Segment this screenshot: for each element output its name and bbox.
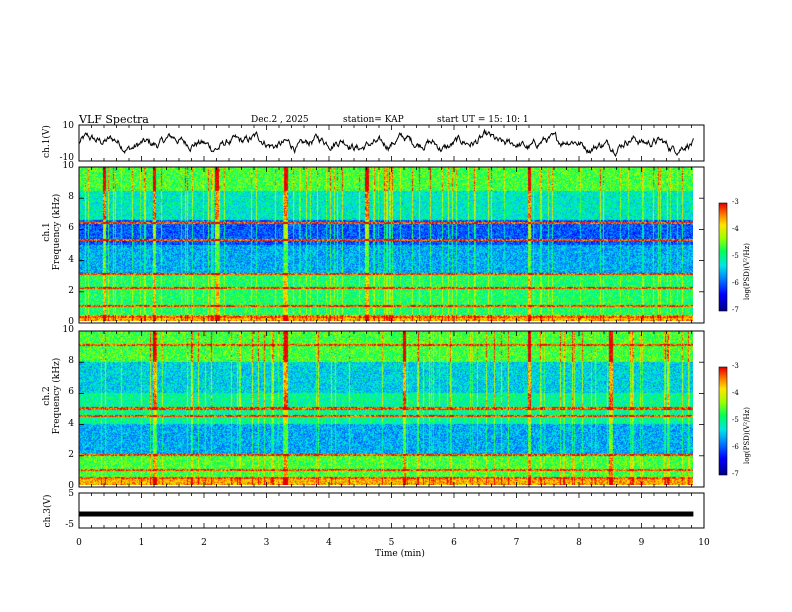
start-time-label: start UT = 15: 10: 1 <box>437 115 529 125</box>
chart-title: VLF Spectra <box>79 113 149 126</box>
s1-ytick-4: 4 <box>68 254 74 265</box>
colorbar-1-tick--3: -3 <box>732 198 739 206</box>
s2-ytick-0: 0 <box>68 481 74 491</box>
colorbar-2-tick--5: -5 <box>732 416 739 424</box>
colorbar-1-tick--6: -6 <box>732 279 739 287</box>
ch1-ytick-10: 10 <box>62 121 74 131</box>
s1-ytick-6: 6 <box>68 223 74 234</box>
s2-ytick-8: 8 <box>68 356 74 367</box>
ch3-ytick-5: 5 <box>68 489 74 499</box>
ch1-freq-ylabel: ch.1 Frequency (kHz) <box>42 192 62 272</box>
ch2-spectrogram <box>79 331 693 485</box>
colorbar-ch1 <box>719 203 727 311</box>
ch1-spectrogram <box>79 167 693 321</box>
x-axis-label: Time (min) <box>375 549 425 559</box>
x-tick-label-0: 0 <box>76 538 82 548</box>
colorbar-1-tick--4: -4 <box>732 225 739 233</box>
colorbar-1-tick--5: -5 <box>732 252 739 260</box>
colorbar-ch2-label: log(PSD)(V²/Hz) <box>743 407 751 464</box>
ch2-freq-ylabel: ch.2 Frequency (kHz) <box>42 356 62 436</box>
ch3-ytick--5: -5 <box>65 520 74 530</box>
s1-ytick-0: 0 <box>68 317 74 327</box>
x-tick-label-4: 4 <box>326 538 332 548</box>
x-tick-label-3: 3 <box>263 538 270 548</box>
date-label: Dec.2 , 2025 <box>251 115 309 125</box>
ch1-waveform-line <box>78 128 694 158</box>
ch2-freq-ylabel-line1: ch.2 <box>42 386 52 406</box>
s2-ytick-4: 4 <box>68 418 74 429</box>
colorbar-frame-2 <box>718 366 728 476</box>
s2-ytick-6: 6 <box>68 387 74 398</box>
s2-ytick-2: 2 <box>68 449 74 460</box>
x-tick-label-9: 9 <box>638 538 645 548</box>
colorbar-2-tick--7: -7 <box>732 470 739 478</box>
s2-ytick-10: 10 <box>62 325 74 335</box>
ch3-waveform-line <box>79 511 694 517</box>
colorbar-frame-1 <box>718 202 728 312</box>
x-tick-label-1: 1 <box>138 538 145 548</box>
s1-ytick-8: 8 <box>68 192 74 203</box>
colorbar-2-tick--3: -3 <box>732 362 739 370</box>
ch1-ytick--10: -10 <box>59 153 75 163</box>
colorbar-1-tick--7: -7 <box>732 306 739 314</box>
ch1-freq-ylabel-line2: Frequency (kHz) <box>52 193 62 271</box>
colorbar-2-tick--4: -4 <box>732 389 739 397</box>
ch1-freq-ylabel-line1: ch.1 <box>42 222 52 242</box>
x-tick-label-5: 5 <box>388 538 395 548</box>
x-tick-label-8: 8 <box>576 538 582 548</box>
ch2-freq-ylabel-line2: Frequency (kHz) <box>52 357 62 435</box>
x-tick-label-10: 10 <box>698 538 710 548</box>
ch1-ylabel: ch.1(V) <box>42 125 52 158</box>
ch3-ylabel: ch.3(V) <box>43 494 53 528</box>
s1-ytick-2: 2 <box>68 285 74 296</box>
x-tick-label-7: 7 <box>513 538 520 548</box>
x-tick-label-2: 2 <box>201 538 207 548</box>
panel-frame-ch3 <box>78 492 705 529</box>
station-label: station= KAP <box>343 115 404 125</box>
panel-frame-s1 <box>78 166 705 324</box>
x-tick-label-6: 6 <box>451 538 457 548</box>
colorbar-ch2 <box>719 367 727 475</box>
s1-ytick-10: 10 <box>62 161 74 171</box>
panel-frame-s2 <box>78 330 705 488</box>
colorbar-2-tick--6: -6 <box>732 443 739 451</box>
colorbar-ch1-label: log(PSD)(V²/Hz) <box>743 243 751 300</box>
